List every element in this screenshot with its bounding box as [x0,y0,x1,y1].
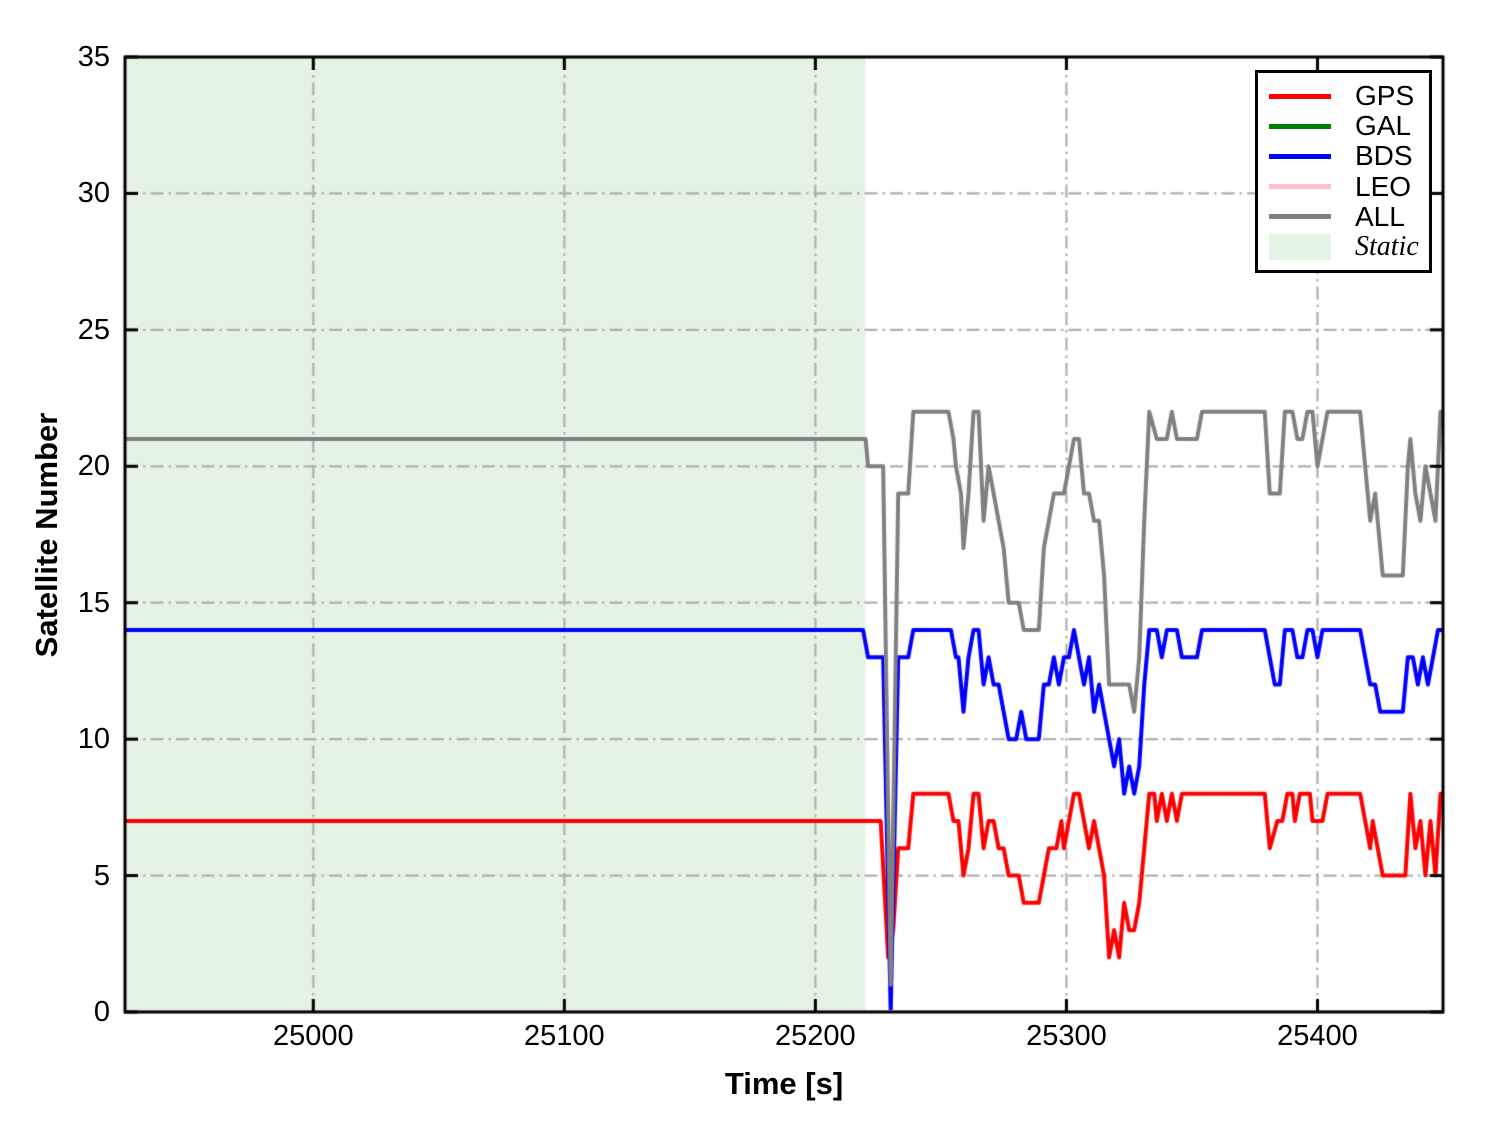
legend-label-bds: BDS [1355,140,1413,172]
y-tick-label: 0 [93,996,110,1028]
y-tick-label: 25 [77,313,110,346]
legend-row-leo: LEO [1269,170,1418,202]
legend-label-leo: LEO [1355,170,1412,202]
legend-row-gal: GAL [1269,112,1418,140]
y-tick-label: 20 [77,450,110,483]
legend-swatch-gps [1269,93,1331,99]
legend-label-static: Static [1355,230,1419,262]
legend-swatch-all [1269,214,1331,220]
legend-label-all: ALL [1355,200,1405,232]
x-tick-label: 25300 [1026,1020,1107,1052]
legend: GPS GAL BDS LEO ALL Static [1255,70,1432,273]
y-tick-label: 35 [77,41,110,73]
legend-row-gps: GPS [1269,82,1418,110]
legend-swatch-static [1269,233,1331,260]
legend-swatch-leo [1269,184,1331,190]
legend-swatch-bds [1269,153,1331,159]
y-tick-label: 30 [77,177,110,210]
legend-label-gps: GPS [1355,80,1415,111]
y-tick-label: 15 [77,586,110,619]
y-tick-label: 5 [93,859,110,892]
legend-label-gal: GAL [1355,110,1412,142]
y-tick-label: 10 [77,723,110,756]
legend-row-bds: BDS [1269,142,1418,170]
x-axis-title: Time [s] [724,1066,844,1101]
x-tick-label: 25200 [775,1020,856,1052]
x-tick-label: 25400 [1277,1020,1358,1052]
x-tick-label: 25100 [524,1020,605,1052]
legend-row-all: ALL [1269,200,1418,232]
legend-swatch-gal [1269,123,1331,129]
legend-row-static: Static [1269,230,1419,262]
x-tick-label: 25000 [272,1020,354,1052]
y-axis-title: Satellite Number [29,412,64,658]
